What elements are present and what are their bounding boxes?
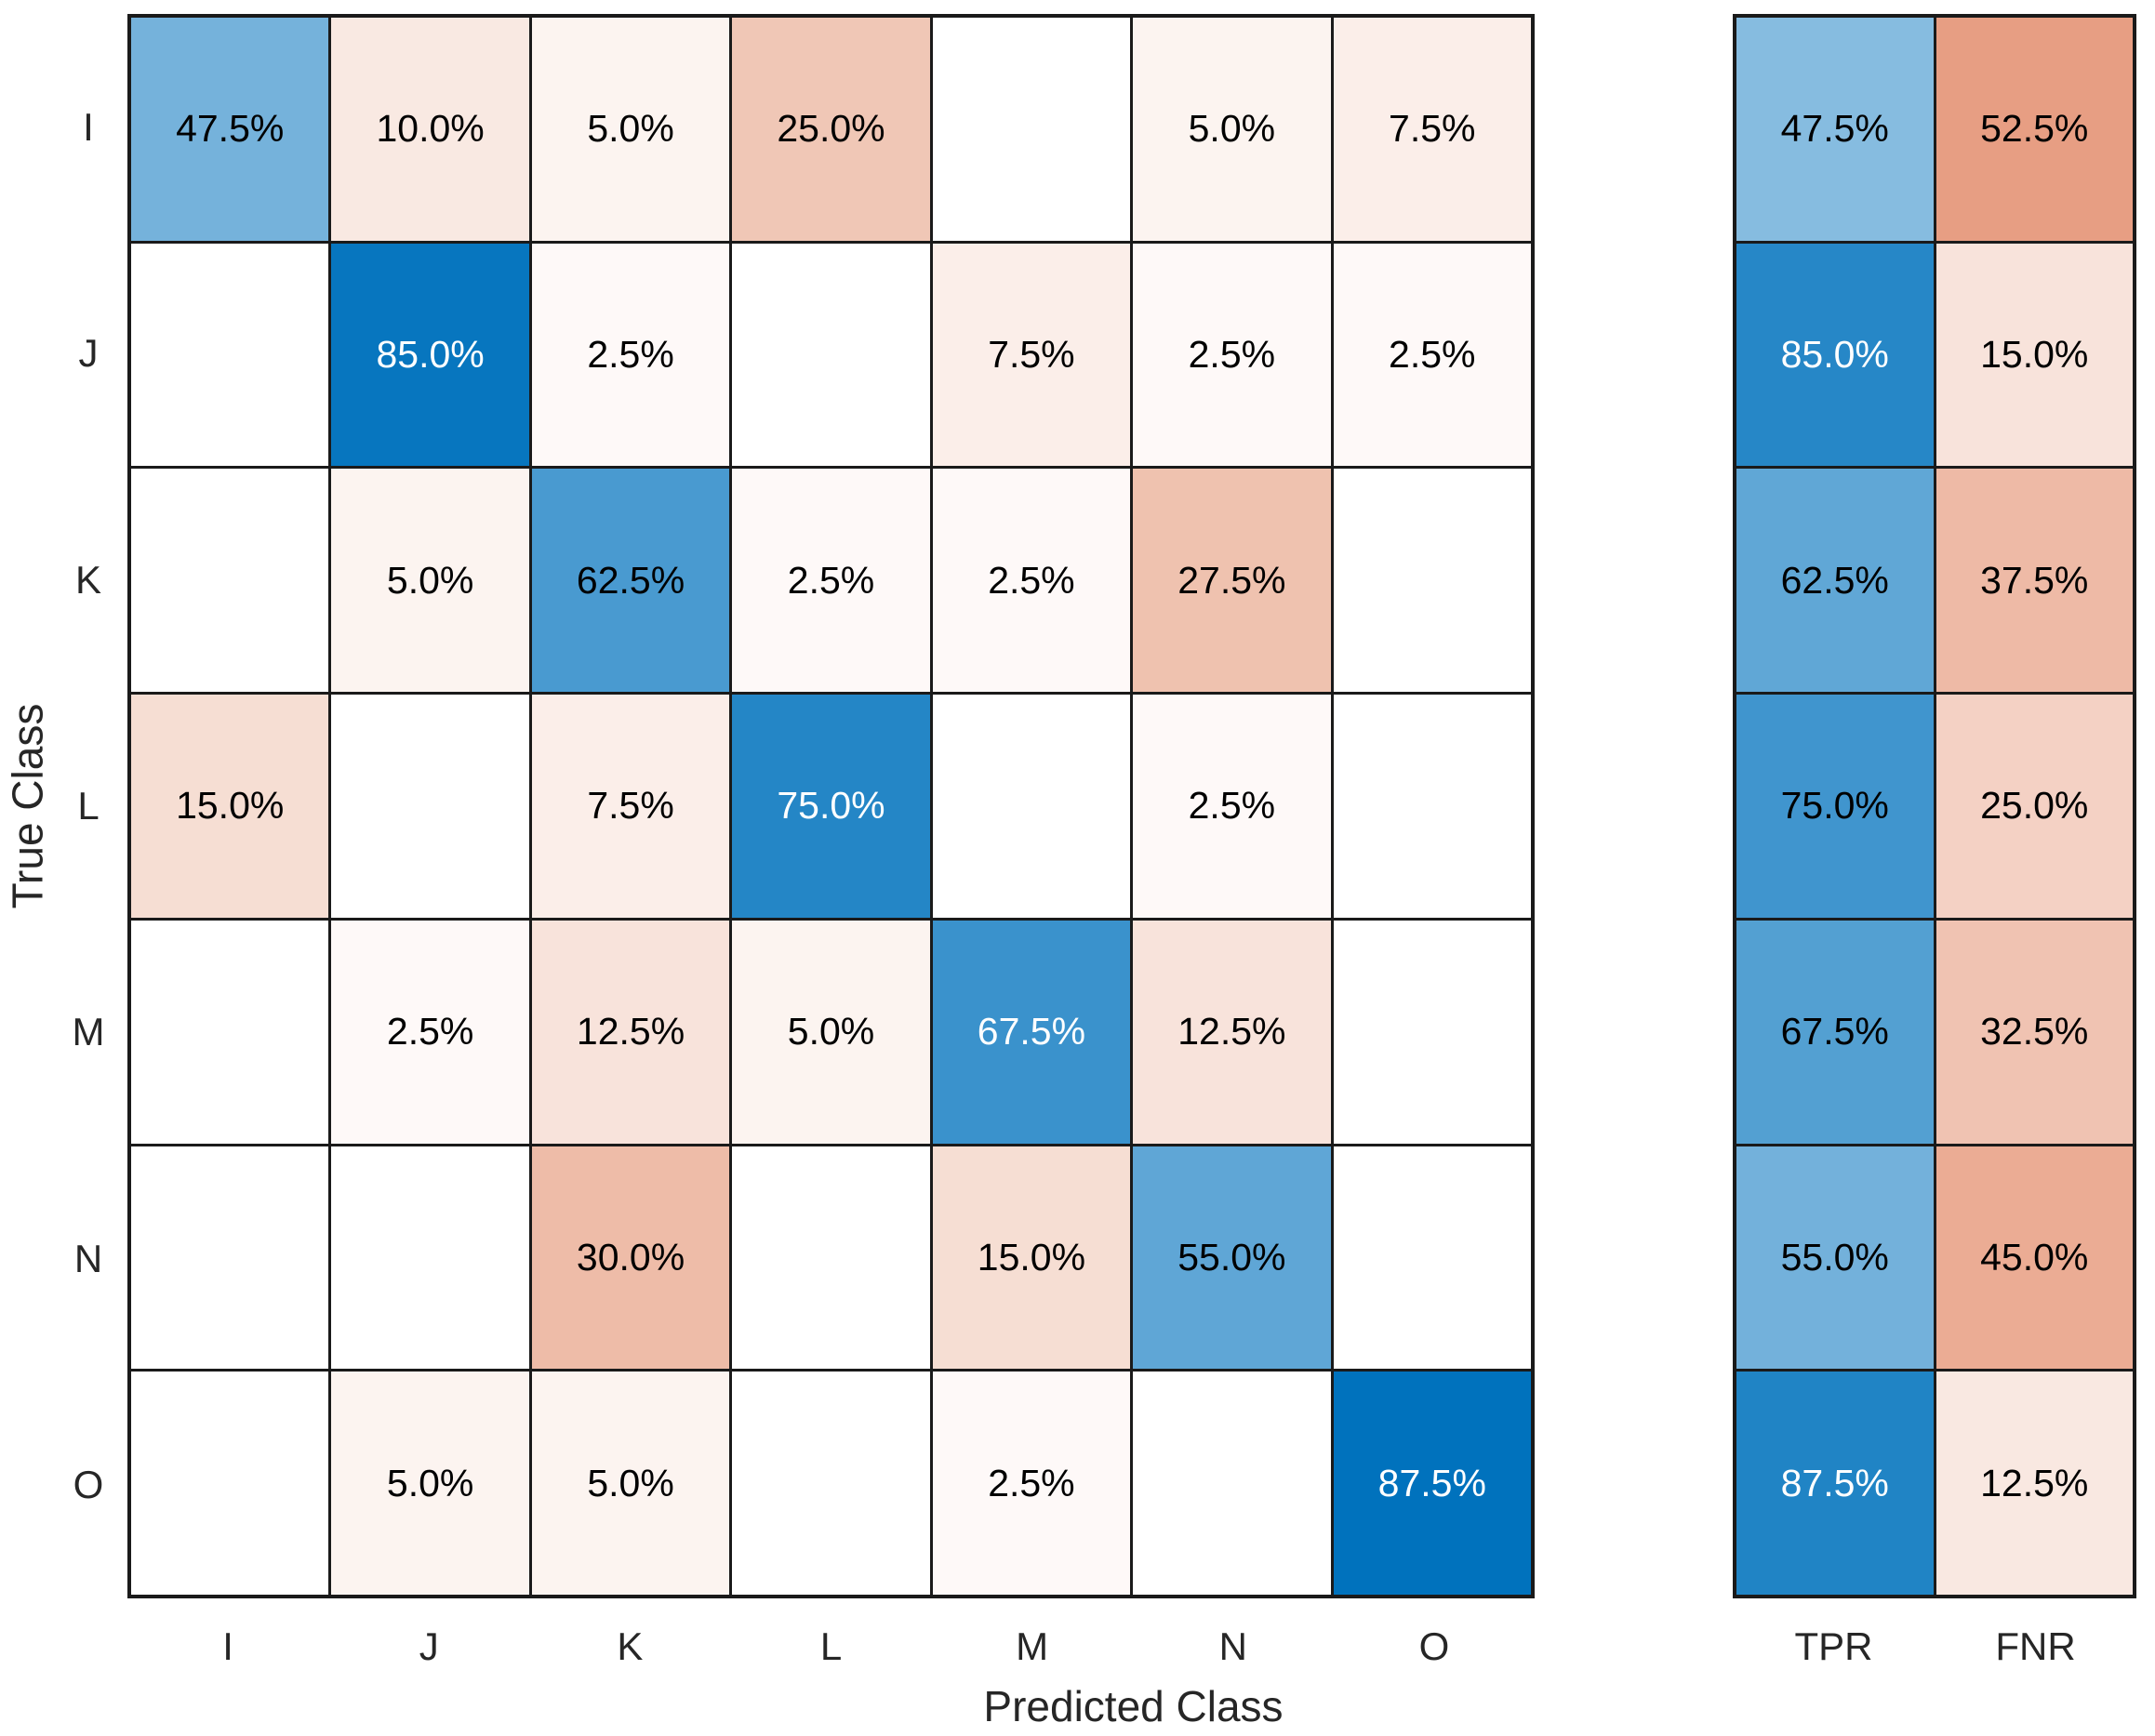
summary-cell-fnr-M: 32.5% (1936, 920, 2133, 1144)
matrix-cell-O-J: 5.0% (331, 1372, 529, 1595)
matrix-cell-J-I (131, 243, 329, 467)
y-axis-label: True Class (3, 703, 51, 909)
matrix-cell-O-M: 2.5% (932, 1372, 1131, 1595)
summary-cell-tpr-J: 85.0% (1736, 243, 1934, 467)
summary-cell-tpr-M: 67.5% (1736, 920, 1934, 1144)
summary-cell-fnr-I: 52.5% (1936, 18, 2133, 241)
summary-column-ticks: TPR FNR (1733, 1618, 2136, 1676)
x-axis-ticks: I J K L M N O (127, 1618, 1535, 1676)
matrix-cell-L-I: 15.0% (131, 695, 329, 918)
matrix-cell-I-J: 10.0% (331, 18, 529, 241)
x-tick-I: I (222, 1624, 233, 1668)
matrix-cell-L-O (1333, 695, 1531, 918)
matrix-cell-N-N: 55.0% (1133, 1146, 1331, 1370)
y-tick-K: K (74, 557, 101, 602)
matrix-cell-L-M (932, 695, 1131, 918)
x-tick-O: O (1418, 1624, 1450, 1668)
matrix-cell-L-L: 75.0% (732, 695, 930, 918)
matrix-cell-N-J (331, 1146, 529, 1370)
matrix-cell-K-O (1333, 469, 1531, 693)
y-axis-ticks: I J K L M N O (56, 14, 121, 1598)
matrix-cell-M-I (131, 920, 329, 1144)
matrix-cell-M-K: 12.5% (531, 920, 730, 1144)
matrix-cell-N-M: 15.0% (932, 1146, 1131, 1370)
matrix-cell-O-I (131, 1372, 329, 1595)
y-tick-M: M (72, 1010, 105, 1054)
matrix-cell-N-O (1333, 1146, 1531, 1370)
y-tick-N: N (73, 1236, 103, 1280)
matrix-cell-I-I: 47.5% (131, 18, 329, 241)
matrix-cell-J-L (732, 243, 930, 467)
summary-cell-tpr-L: 75.0% (1736, 695, 1934, 918)
summary-cell-fnr-O: 12.5% (1936, 1372, 2133, 1595)
matrix-cell-J-M: 7.5% (932, 243, 1131, 467)
matrix-cell-N-I (131, 1146, 329, 1370)
y-tick-O: O (73, 1463, 104, 1507)
matrix-cell-I-K: 5.0% (531, 18, 730, 241)
matrix-cell-K-J: 5.0% (331, 469, 529, 693)
summary-cell-tpr-K: 62.5% (1736, 469, 1934, 693)
x-tick-K: K (617, 1624, 644, 1668)
matrix-cell-J-J: 85.0% (331, 243, 529, 467)
summary-tick-FNR: FNR (1995, 1624, 2076, 1668)
matrix-cell-N-K: 30.0% (531, 1146, 730, 1370)
matrix-cell-K-M: 2.5% (932, 469, 1131, 693)
matrix-cell-O-L (732, 1372, 930, 1595)
y-axis-label-wrap: True Class (0, 14, 54, 1598)
x-tick-N: N (1218, 1624, 1247, 1668)
y-tick-L: L (77, 783, 100, 828)
matrix-cell-K-N: 27.5% (1133, 469, 1331, 693)
matrix-cell-J-O: 2.5% (1333, 243, 1531, 467)
y-tick-J: J (78, 331, 99, 376)
matrix-cell-J-N: 2.5% (1133, 243, 1331, 467)
matrix-cell-L-J (331, 695, 529, 918)
summary-cell-fnr-N: 45.0% (1936, 1146, 2133, 1370)
matrix-cell-K-L: 2.5% (732, 469, 930, 693)
matrix-cell-I-N: 5.0% (1133, 18, 1331, 241)
matrix-cell-O-O: 87.5% (1333, 1372, 1531, 1595)
matrix-cell-M-O (1333, 920, 1531, 1144)
x-tick-M: M (1016, 1624, 1049, 1668)
x-axis-label: Predicted Class (983, 1682, 1284, 1730)
matrix-cell-I-O: 7.5% (1333, 18, 1531, 241)
matrix-cell-O-N (1133, 1372, 1331, 1595)
matrix-cell-K-K: 62.5% (531, 469, 730, 693)
matrix-cell-M-N: 12.5% (1133, 920, 1331, 1144)
matrix-cell-N-L (732, 1146, 930, 1370)
x-tick-J: J (419, 1624, 439, 1668)
summary-cell-tpr-I: 47.5% (1736, 18, 1934, 241)
matrix-cell-M-L: 5.0% (732, 920, 930, 1144)
matrix-cell-I-M (932, 18, 1131, 241)
summary-cell-fnr-L: 25.0% (1936, 695, 2133, 918)
summary-cell-tpr-O: 87.5% (1736, 1372, 1934, 1595)
summary-cell-tpr-N: 55.0% (1736, 1146, 1934, 1370)
summary-cell-fnr-K: 37.5% (1936, 469, 2133, 693)
matrix-cell-M-J: 2.5% (331, 920, 529, 1144)
matrix-cell-O-K: 5.0% (531, 1372, 730, 1595)
matrix-cell-K-I (131, 469, 329, 693)
summary-cell-fnr-J: 15.0% (1936, 243, 2133, 467)
matrix-cell-L-N: 2.5% (1133, 695, 1331, 918)
matrix-cell-J-K: 2.5% (531, 243, 730, 467)
y-tick-I: I (83, 104, 94, 149)
matrix-cell-I-L: 25.0% (732, 18, 930, 241)
confusion-matrix-grid: 47.5% 10.0% 5.0% 25.0% 5.0% 7.5% 85.0% 2.5% 7.5%… (127, 14, 1535, 1598)
x-tick-L: L (819, 1624, 843, 1668)
summary-tick-TPR: TPR (1794, 1624, 1873, 1668)
matrix-cell-M-M: 67.5% (932, 920, 1131, 1144)
row-summary-grid: 47.5% 52.5% 85.0% 15.0% 62.5% 37.5% 75.0% 25.0%… (1733, 14, 2136, 1598)
matrix-cell-L-K: 7.5% (531, 695, 730, 918)
